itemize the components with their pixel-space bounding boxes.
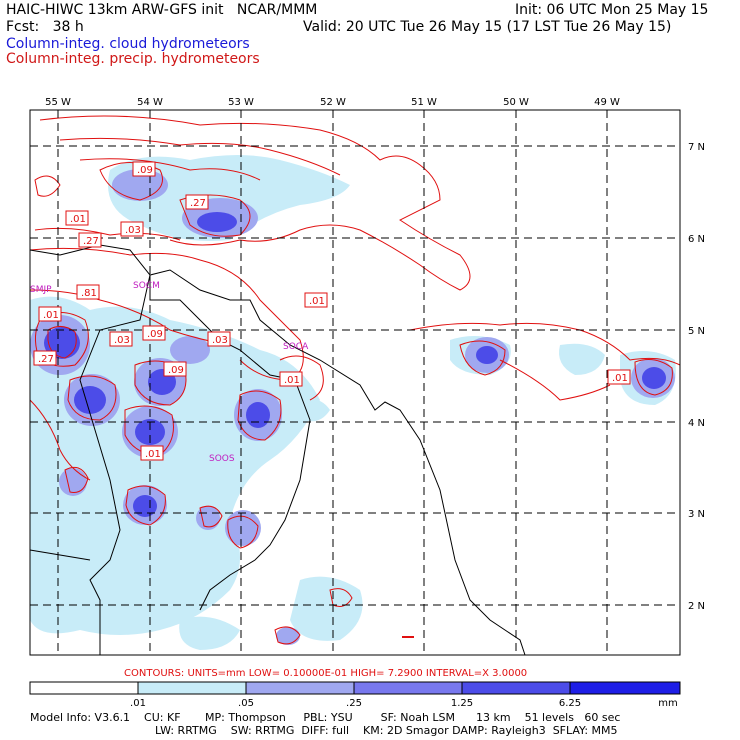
svg-text:.81: .81 bbox=[81, 288, 97, 299]
svg-text:.03: .03 bbox=[212, 335, 228, 346]
lat-labels: 7 N 6 N 5 N 4 N 3 N 2 N bbox=[688, 142, 705, 612]
map-frame bbox=[29, 109, 681, 656]
contours-info: CONTOURS: UNITS=mm LOW= 0.10000E-01 HIGH… bbox=[124, 668, 527, 679]
svg-text:.01: .01 bbox=[145, 449, 161, 460]
svg-text:.09: .09 bbox=[168, 365, 184, 376]
init-time: Init: 06 UTC Mon 25 May 15 bbox=[515, 2, 709, 18]
station-label: SMJP bbox=[30, 285, 52, 295]
svg-text:.27: .27 bbox=[190, 198, 206, 209]
lat-label: 3 N bbox=[688, 509, 705, 520]
field-cloud-label: Column-integ. cloud hydrometeors bbox=[6, 36, 250, 52]
model-info-line2: LW: RRTMG SW: RRTMG DIFF: full KM: 2D Sm… bbox=[155, 724, 618, 737]
coastline bbox=[29, 244, 526, 656]
svg-text:.27: .27 bbox=[38, 354, 54, 365]
contour-label-box: .27 bbox=[33, 350, 57, 366]
forecast-hour: Fcst: 38 h bbox=[6, 19, 84, 35]
contour-label-box: .03 bbox=[207, 331, 231, 347]
colorbar-tick: 1.25 bbox=[451, 698, 473, 709]
lon-label: 49 W bbox=[594, 97, 620, 108]
colorbar-units: mm bbox=[658, 698, 677, 709]
model-info-line1: Model Info: V3.6.1 CU: KF MP: Thompson P… bbox=[30, 711, 621, 724]
lat-label: 4 N bbox=[688, 418, 705, 429]
lon-label: 54 W bbox=[137, 97, 163, 108]
cloud-dark-field bbox=[44, 212, 666, 517]
colorbar-tick: .05 bbox=[238, 698, 254, 709]
svg-text:.03: .03 bbox=[125, 225, 141, 236]
lat-label: 6 N bbox=[688, 234, 705, 245]
svg-text:.09: .09 bbox=[137, 165, 153, 176]
contour-label-box: .09 bbox=[142, 325, 166, 341]
svg-text:.01: .01 bbox=[284, 375, 300, 386]
station-label: SOCM bbox=[133, 281, 160, 291]
valid-time: Valid: 20 UTC Tue 26 May 15 (17 LST Tue … bbox=[303, 19, 672, 35]
lon-label: 51 W bbox=[411, 97, 437, 108]
station-label: SOOS bbox=[209, 454, 235, 464]
lon-label: 50 W bbox=[503, 97, 529, 108]
contour-label-box: .81 bbox=[76, 284, 100, 300]
contour-label-box: .01 bbox=[65, 210, 89, 226]
colorbar bbox=[29, 681, 681, 695]
svg-text:.01: .01 bbox=[70, 214, 86, 225]
station-labels: SMJP SOCA SOCM SOOS bbox=[30, 281, 309, 464]
precip-contours bbox=[29, 115, 681, 645]
svg-text:.03: .03 bbox=[114, 335, 130, 346]
contour-label-box: .27 bbox=[78, 232, 102, 248]
contour-label-box: .01 bbox=[607, 369, 631, 385]
field-precip-label: Column-integ. precip. hydrometeors bbox=[6, 51, 260, 67]
contour-label-box: .01 bbox=[279, 371, 303, 387]
svg-text:.01: .01 bbox=[612, 373, 628, 384]
contour-label-box: .01 bbox=[38, 306, 62, 322]
contour-label-box: .03 bbox=[120, 221, 144, 237]
colorbar-tick: .25 bbox=[346, 698, 362, 709]
colorbar-ticks: .01 .05 .25 1.25 6.25 mm bbox=[130, 698, 678, 709]
contour-label-box: .09 bbox=[132, 161, 156, 177]
lon-label: 52 W bbox=[320, 97, 346, 108]
lat-lon-grid bbox=[30, 110, 680, 655]
plot-title: HAIC-HIWC 13km ARW-GFS init NCAR/MMM bbox=[6, 2, 318, 18]
colorbar-tick: .01 bbox=[130, 698, 146, 709]
contour-label-box: .09 bbox=[163, 361, 187, 377]
contour-label-box: .27 bbox=[185, 194, 209, 210]
station-label: SOCA bbox=[283, 342, 309, 352]
contour-labels: .09 .27 .01 .03 .27 .01 .81 .01 .03 .09 … bbox=[33, 161, 631, 461]
lon-label: 53 W bbox=[228, 97, 254, 108]
svg-text:.09: .09 bbox=[147, 329, 163, 340]
svg-text:.01: .01 bbox=[309, 296, 325, 307]
colorbar-tick: 6.25 bbox=[559, 698, 581, 709]
lon-label: 55 W bbox=[45, 97, 71, 108]
lon-labels: 55 W 54 W 53 W 52 W 51 W 50 W 49 W bbox=[45, 97, 620, 108]
contour-label-box: .01 bbox=[304, 292, 328, 308]
lat-label: 7 N bbox=[688, 142, 705, 153]
lat-label: 5 N bbox=[688, 326, 705, 337]
svg-text:.27: .27 bbox=[83, 236, 99, 247]
lat-label: 2 N bbox=[688, 601, 705, 612]
contour-label-box: .03 bbox=[109, 331, 133, 347]
contour-label-box: .01 bbox=[140, 445, 164, 461]
svg-text:.01: .01 bbox=[43, 310, 59, 321]
